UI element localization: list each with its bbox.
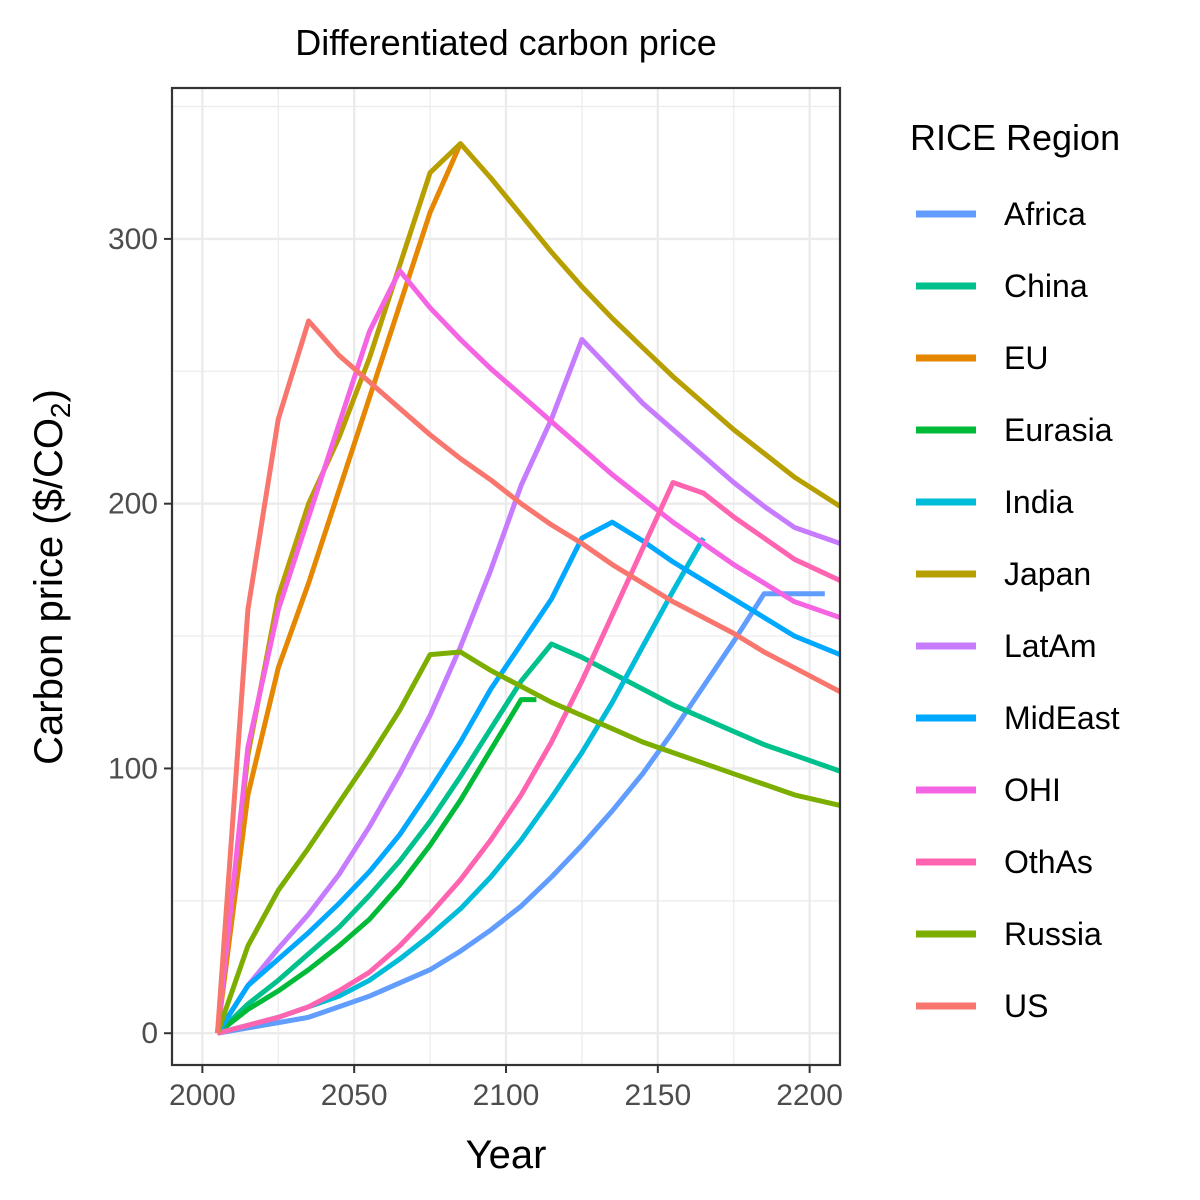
series-line-latam: [215, 337, 840, 1035]
y-tick-label: 0: [141, 1017, 158, 1050]
x-tick-label: 2150: [624, 1079, 691, 1112]
legend-label-japan: Japan: [1004, 556, 1091, 592]
y-axis-title-subscript: 2: [45, 402, 76, 418]
series-line-china: [215, 641, 840, 1036]
chart-title: Differentiated carbon price: [295, 22, 717, 63]
series-line-mideast: [215, 519, 840, 1035]
legend-label-eu: EU: [1004, 340, 1048, 376]
x-tick-label: 2200: [776, 1079, 843, 1112]
legend-label-russia: Russia: [1004, 916, 1102, 952]
series-line-eurasia: [215, 697, 537, 1036]
x-tick-label: 2050: [321, 1079, 388, 1112]
series-line-eu: [215, 142, 463, 1034]
grid-lines: [172, 88, 840, 1065]
legend-label-latam: LatAm: [1004, 628, 1096, 664]
y-axis-title-end: ): [27, 389, 71, 402]
y-tick-label: 200: [108, 488, 158, 521]
legend-label-india: India: [1004, 484, 1074, 520]
series-lines: [215, 141, 840, 1036]
legend: RICE Region Africa China EU Eurasia India Jap…: [910, 117, 1120, 1024]
axes: 2000 2050 2100 2150 2200 0 100 200 300: [108, 223, 843, 1112]
legend-label-us: US: [1004, 988, 1048, 1024]
legend-label-eurasia: Eurasia: [1004, 412, 1113, 448]
series-line-othas: [216, 480, 840, 1036]
series-line-africa: [217, 591, 825, 1036]
x-tick-label: 2100: [473, 1079, 540, 1112]
legend-label-mideast: MidEast: [1004, 700, 1120, 736]
series-line-us: [215, 318, 840, 1034]
series-line-russia: [215, 649, 840, 1035]
legend-label-africa: Africa: [1004, 196, 1086, 232]
y-axis-title: Carbon price ($/CO2): [27, 389, 76, 765]
x-tick-label: 2000: [169, 1079, 236, 1112]
series-line-ohi: [215, 268, 840, 1034]
legend-label-ohi: OHI: [1004, 772, 1061, 808]
x-axis-title: Year: [466, 1133, 547, 1177]
legend-title: RICE Region: [910, 117, 1120, 158]
y-axis-title-main: Carbon price ($/CO: [27, 418, 71, 765]
legend-label-othas: OthAs: [1004, 844, 1093, 880]
y-tick-label: 300: [108, 223, 158, 256]
legend-label-china: China: [1004, 268, 1088, 304]
y-tick-label: 100: [108, 752, 158, 785]
